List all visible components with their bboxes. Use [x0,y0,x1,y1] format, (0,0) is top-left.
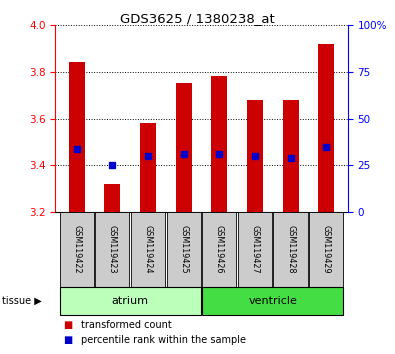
Text: tissue ▶: tissue ▶ [2,296,42,306]
Text: GSM119424: GSM119424 [143,225,152,274]
Text: GDS3625 / 1380238_at: GDS3625 / 1380238_at [120,12,275,25]
Text: percentile rank within the sample: percentile rank within the sample [81,335,246,345]
Text: transformed count: transformed count [81,320,172,330]
Text: GSM119422: GSM119422 [72,225,81,274]
Bar [247,100,263,212]
Text: GSM119429: GSM119429 [322,225,331,274]
Bar [238,212,272,287]
Bar [176,84,192,212]
Text: GSM119426: GSM119426 [215,225,224,274]
Bar [202,212,236,287]
Bar [131,212,165,287]
Text: atrium: atrium [112,296,149,306]
Bar [95,212,130,287]
Text: ■: ■ [63,320,72,330]
Text: ventricle: ventricle [248,296,297,306]
Bar [211,76,227,212]
Bar [273,212,308,287]
Bar [202,287,343,315]
Text: GSM119425: GSM119425 [179,225,188,274]
Text: GSM119423: GSM119423 [108,225,117,274]
Bar [69,62,85,212]
Bar [104,184,120,212]
Text: GSM119428: GSM119428 [286,225,295,274]
Bar [140,123,156,212]
Bar [282,100,299,212]
Bar [318,44,334,212]
Bar [309,212,343,287]
Text: GSM119427: GSM119427 [250,225,260,274]
Bar [60,287,201,315]
Bar [60,212,94,287]
Bar [167,212,201,287]
Text: ■: ■ [63,335,72,345]
